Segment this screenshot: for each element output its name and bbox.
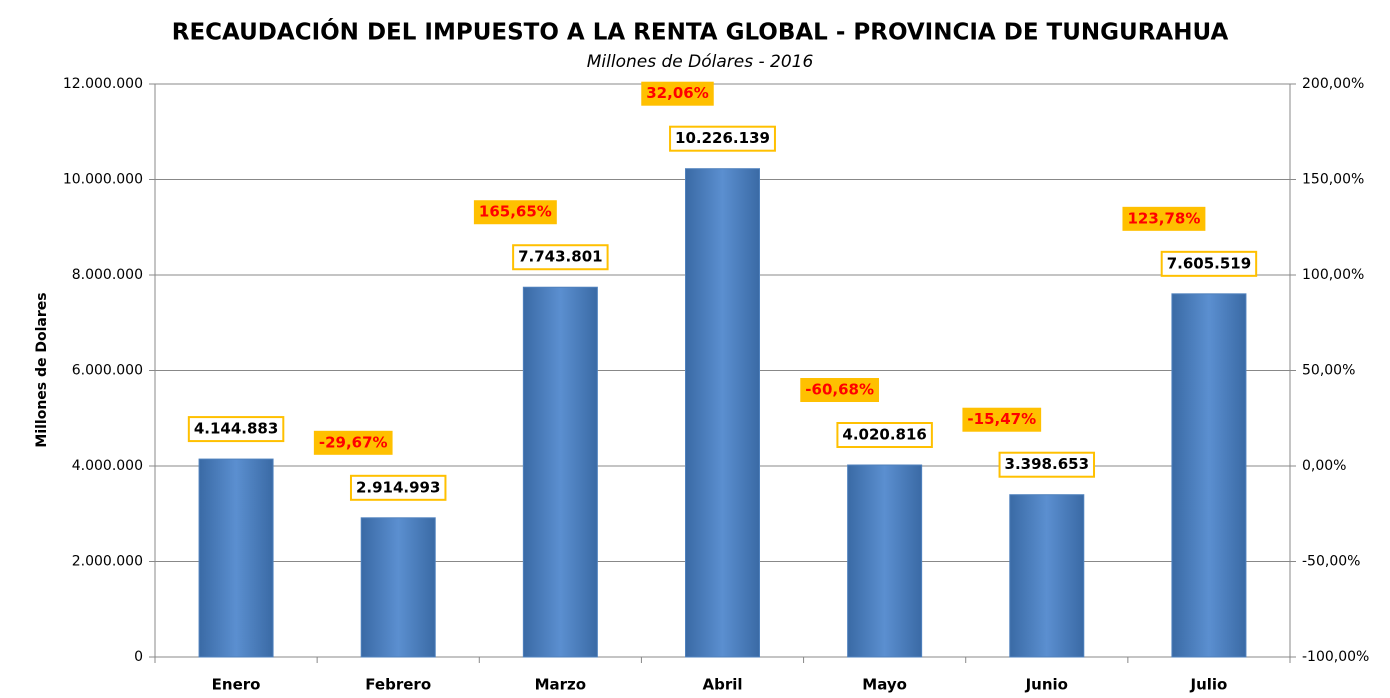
y-tick-label: 2.000.000 xyxy=(72,554,143,570)
chart-title: RECAUDACIÓN DEL IMPUESTO A LA RENTA GLOB… xyxy=(172,18,1229,46)
bar xyxy=(1171,293,1247,658)
y-axis-label: Millones de Dolares xyxy=(34,292,50,447)
value-label: 7.605.519 xyxy=(1167,254,1251,272)
change-label-box xyxy=(313,430,393,455)
y-tick-label: 10.000.000 xyxy=(63,172,143,188)
chart-subtitle: Millones de Dólares - 2016 xyxy=(587,52,814,72)
value-label-box xyxy=(998,451,1096,478)
value-label: 10.226.139 xyxy=(675,129,770,147)
x-tick-label: Enero xyxy=(212,676,261,694)
bar xyxy=(360,517,436,658)
y2-tick-label: -100,00% xyxy=(1302,649,1369,665)
bar xyxy=(847,464,923,658)
y-tick-label: 12.000.000 xyxy=(63,76,143,92)
value-label-box xyxy=(669,125,776,152)
value-label: 7.743.801 xyxy=(518,248,602,266)
value-label-box xyxy=(512,244,609,271)
y-tick-label: 0 xyxy=(134,649,143,665)
value-label-box xyxy=(187,416,285,443)
change-label-box xyxy=(641,81,714,106)
value-label: 4.144.883 xyxy=(194,420,278,438)
value-label: 3.398.653 xyxy=(1005,455,1089,473)
bar xyxy=(1009,494,1085,658)
change-label: -60,68% xyxy=(805,381,874,399)
value-label-box xyxy=(349,474,447,501)
bar xyxy=(198,458,274,658)
bar xyxy=(522,286,598,658)
change-label: 32,06% xyxy=(646,84,708,102)
x-tick-label: Febrero xyxy=(365,676,431,694)
y-tick-label: 8.000.000 xyxy=(72,267,143,283)
y2-tick-label: 50,00% xyxy=(1302,363,1355,379)
y-tick-label: 4.000.000 xyxy=(72,458,143,474)
change-label-box xyxy=(962,407,1042,432)
change-label-box xyxy=(800,378,879,403)
value-label: 2.914.993 xyxy=(356,478,440,496)
change-label: -29,67% xyxy=(319,433,388,451)
change-label-box xyxy=(473,200,557,225)
value-label-box xyxy=(836,422,933,449)
value-label: 4.020.816 xyxy=(842,426,926,444)
x-tick-label: Junio xyxy=(1025,676,1068,694)
y2-tick-label: -50,00% xyxy=(1302,554,1360,570)
x-tick-label: Mayo xyxy=(862,676,907,694)
value-label-box xyxy=(1160,250,1258,277)
change-label-box xyxy=(1122,206,1206,231)
y2-tick-label: 150,00% xyxy=(1302,172,1364,188)
y-tick-label: 6.000.000 xyxy=(72,363,143,379)
x-tick-label: Marzo xyxy=(535,676,586,694)
change-label: -15,47% xyxy=(967,410,1036,428)
x-tick-label: Julio xyxy=(1189,676,1227,694)
y2-tick-label: 0,00% xyxy=(1302,458,1346,474)
change-label: 123,78% xyxy=(1127,209,1200,227)
x-tick-label: Abril xyxy=(702,676,742,694)
change-label: 165,65% xyxy=(479,203,552,221)
bar xyxy=(685,168,760,658)
y2-tick-label: 200,00% xyxy=(1302,76,1364,92)
y2-tick-label: 100,00% xyxy=(1302,267,1364,283)
